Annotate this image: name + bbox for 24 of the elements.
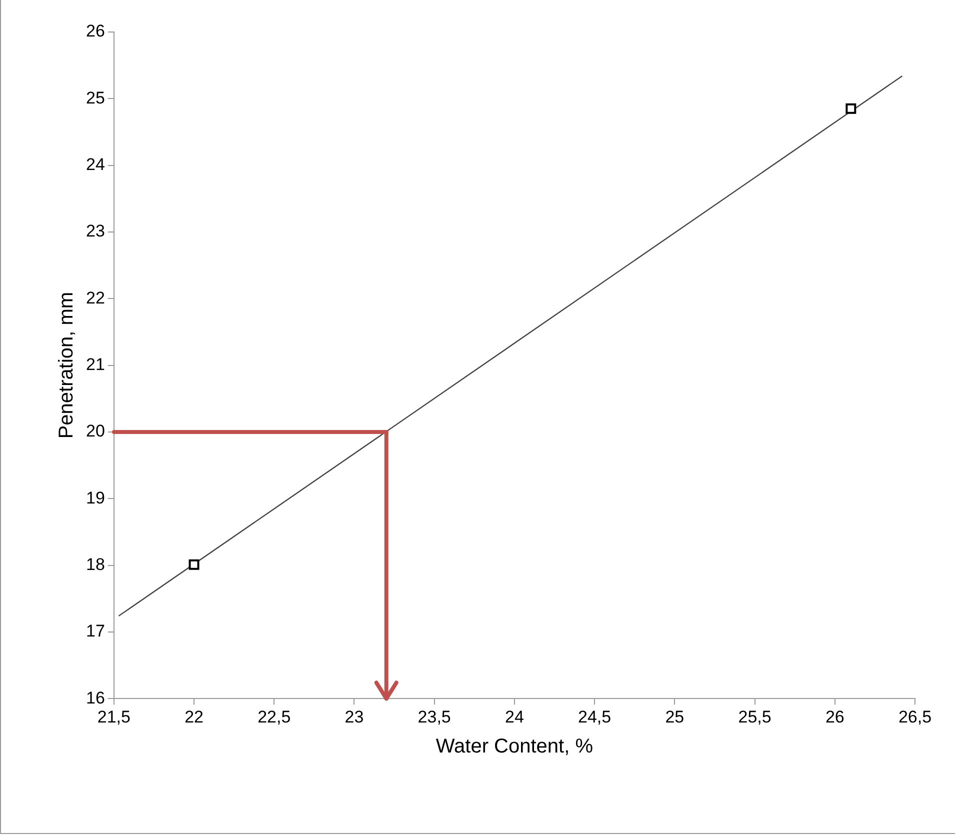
x-tick-label: 26,5 (898, 707, 932, 726)
x-tick-label: 24 (504, 707, 524, 726)
x-tick-label: 22 (184, 707, 204, 726)
y-axis-title: Penetration, mm (56, 292, 78, 439)
y-tick-label: 18 (86, 554, 105, 574)
x-tick-label: 23 (344, 707, 364, 726)
y-tick-label: 20 (86, 422, 105, 441)
y-tick-label: 24 (86, 155, 105, 174)
y-tick-label: 16 (86, 688, 105, 708)
x-tick-label: 22,5 (258, 707, 291, 726)
y-tick-label: 25 (86, 88, 105, 108)
y-tick-label: 19 (86, 488, 105, 508)
x-tick-label: 21,5 (97, 707, 130, 726)
x-tick-label: 24,5 (578, 707, 612, 726)
y-tick-label: 21 (86, 354, 105, 374)
y-tick-label: 17 (86, 622, 105, 641)
x-tick-label: 25,5 (738, 707, 772, 726)
x-axis-title: Water Content, % (436, 736, 594, 758)
x-tick-label: 23,5 (418, 707, 451, 726)
y-tick-label: 26 (86, 22, 105, 41)
x-tick-label: 26 (825, 707, 844, 726)
y-tick-label: 23 (86, 222, 105, 241)
y-tick-label: 22 (86, 288, 105, 308)
x-tick-label: 25 (665, 707, 684, 726)
